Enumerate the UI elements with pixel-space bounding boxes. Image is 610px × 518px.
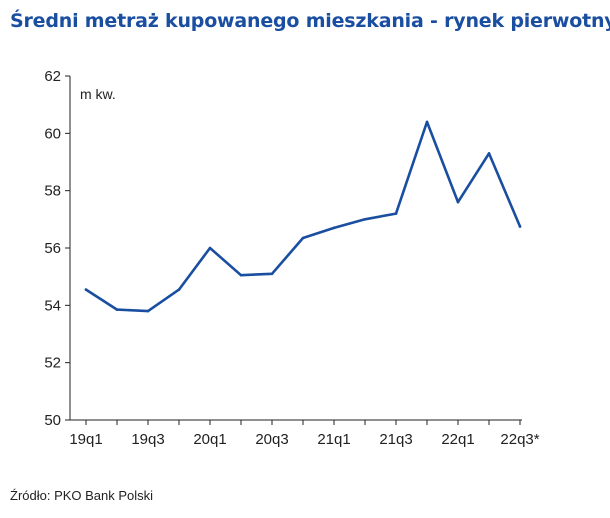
data-point xyxy=(146,309,150,313)
y-tick-label: 54 xyxy=(44,297,61,314)
y-tick-label: 50 xyxy=(44,412,61,429)
data-point xyxy=(177,288,181,291)
data-point xyxy=(425,120,429,124)
data-point xyxy=(270,272,274,276)
x-tick-label: 22q1 xyxy=(441,431,474,448)
data-point xyxy=(518,225,522,228)
x-tick-label: 20q1 xyxy=(193,431,226,448)
data-point xyxy=(332,226,336,230)
data-point xyxy=(208,246,212,250)
y-axis-ticks: 50 52 54 56 58 60 62 xyxy=(44,68,70,429)
series-group xyxy=(84,120,522,313)
x-tick-label: 20q3 xyxy=(255,431,288,448)
data-point xyxy=(487,152,491,155)
data-point xyxy=(363,218,367,221)
data-point xyxy=(84,288,88,291)
chart-title: Średni metraż kupowanego mieszkania - ry… xyxy=(10,10,610,32)
data-point xyxy=(301,236,305,240)
y-tick-label: 56 xyxy=(44,240,61,257)
x-tick-label: 22q3* xyxy=(500,431,539,448)
y-tick-label: 60 xyxy=(44,125,61,142)
x-tick-label: 19q3 xyxy=(131,431,164,448)
source-note: Źródło: PKO Bank Polski xyxy=(10,488,154,503)
data-point xyxy=(239,273,243,277)
y-tick-label: 62 xyxy=(44,68,61,85)
y-tick-label: 52 xyxy=(44,355,61,372)
x-tick-label: 19q1 xyxy=(69,431,102,448)
x-axis-ticks: 19q1 19q3 20q1 20q3 21q1 21q3 22q1 22q3* xyxy=(69,420,540,448)
y-tick-label: 58 xyxy=(44,183,61,200)
series-line-0 xyxy=(84,120,522,313)
data-point xyxy=(456,200,460,204)
data-point xyxy=(115,308,119,311)
y-axis-unit-label: m kw. xyxy=(80,86,116,102)
x-tick-label: 21q1 xyxy=(317,431,350,448)
x-tick-label: 21q3 xyxy=(379,431,412,448)
data-point xyxy=(394,212,398,215)
